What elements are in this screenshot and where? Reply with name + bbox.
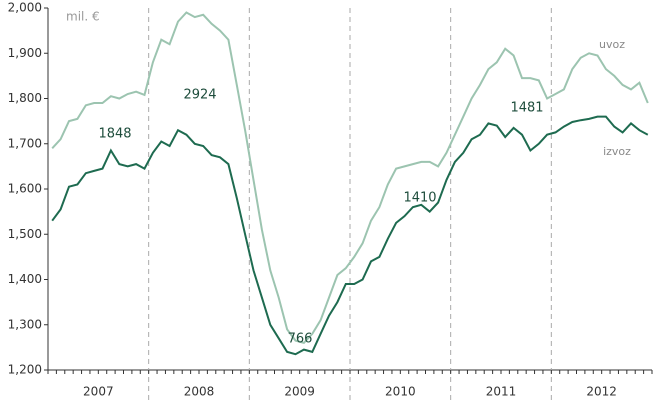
y-tick-label: 1,700 bbox=[8, 136, 42, 150]
annotation: 1848 bbox=[98, 127, 131, 142]
y-tick-label: 1,900 bbox=[8, 46, 42, 60]
unit-label: mil. € bbox=[66, 10, 100, 24]
annotation: 1481 bbox=[510, 101, 543, 116]
y-tick-label: 1,800 bbox=[8, 91, 42, 105]
x-tick-label: 2009 bbox=[284, 385, 315, 399]
annotation: 2924 bbox=[183, 88, 216, 103]
x-tick-label: 2012 bbox=[586, 385, 617, 399]
annotation: 766 bbox=[288, 332, 313, 347]
x-tick-label: 2011 bbox=[486, 385, 517, 399]
series-label: uvoz bbox=[599, 38, 625, 51]
x-tick-label: 2008 bbox=[184, 385, 215, 399]
y-tick-label: 1,400 bbox=[8, 272, 42, 286]
y-tick-label: 1,300 bbox=[8, 317, 42, 331]
line-series bbox=[51, 115, 649, 356]
y-tick-label: 1,200 bbox=[8, 363, 42, 377]
annotation: 1410 bbox=[403, 191, 436, 206]
y-tick-label: 2,000 bbox=[8, 1, 42, 15]
series-label: izvoz bbox=[603, 145, 631, 158]
x-tick-label: 2010 bbox=[385, 385, 416, 399]
x-tick-label: 2007 bbox=[83, 385, 114, 399]
line-series bbox=[51, 11, 649, 345]
y-tick-label: 1,600 bbox=[8, 182, 42, 196]
y-tick-label: 1,500 bbox=[8, 227, 42, 241]
